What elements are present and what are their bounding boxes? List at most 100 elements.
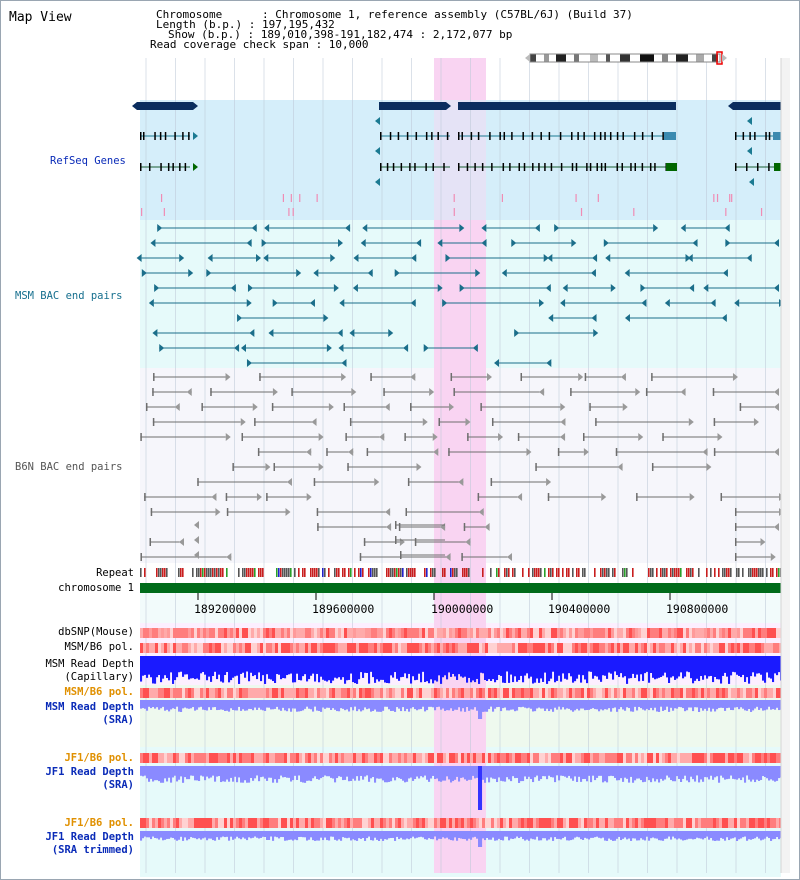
jf1-pol-strip: [608, 818, 612, 828]
track-label-chromosome[interactable]: chromosome 1: [58, 582, 134, 594]
track-label-msm-pol-2[interactable]: MSM/B6 pol.: [64, 686, 134, 698]
jf1-trimmed-depth-bar: [382, 831, 385, 841]
repeat-mark: [400, 568, 402, 577]
jf1-pol-strip: [188, 753, 192, 763]
msm-sra-depth-bar: [520, 700, 523, 708]
repeat-mark: [140, 568, 142, 577]
msm-bac-end: [241, 344, 247, 352]
jf1-sra-depth-bar: [152, 766, 155, 782]
jf1-pol-strip: [518, 818, 522, 828]
b6n-bac-end: [689, 493, 695, 501]
dbsnp-strip: [488, 628, 492, 638]
jf1-trimmed-depth-bar: [478, 831, 481, 847]
msm-pol-strip: [185, 643, 189, 653]
msm-pol-strip: [539, 643, 543, 653]
dbsnp-strip: [422, 628, 426, 638]
dbsnp-strip: [743, 628, 747, 638]
track-label-msm-bac[interactable]: MSM BAC end pairs: [15, 290, 123, 302]
msm-capillary-depth-bar: [546, 656, 549, 684]
jf1-sra-depth-bar: [634, 766, 637, 781]
jf1-sra-depth-bar: [732, 766, 735, 779]
dbsnp-strip: [659, 628, 663, 638]
jf1-pol-strip: [380, 818, 384, 828]
gene-exon: [509, 163, 511, 171]
jf1-pol-strip: [338, 753, 342, 763]
dbsnp-strip: [608, 628, 612, 638]
msm-capillary-depth-bar: [656, 656, 659, 679]
msm-bac-end: [664, 299, 670, 307]
repeat-mark: [208, 568, 210, 577]
jf1-pol-strip: [335, 753, 339, 763]
msm-sra-depth-bar: [370, 700, 373, 712]
msm-pol-strip: [524, 643, 528, 653]
jf1-sra-depth-bar: [680, 766, 683, 783]
msm-capillary-depth-bar: [692, 656, 695, 684]
chromosome-bar: [140, 583, 781, 593]
track-label-jf1-pol-2[interactable]: JF1/B6 pol.: [64, 817, 134, 829]
repeat-mark: [360, 568, 362, 577]
msm-capillary-depth-bar: [296, 656, 299, 674]
track-label-repeat[interactable]: Repeat: [96, 567, 134, 579]
msm-pol-strip: [452, 643, 456, 653]
repeat-mark: [198, 568, 200, 577]
repeat-mark: [294, 568, 296, 577]
jf1-pol-strip: [605, 753, 609, 763]
jf1-trimmed-depth-bar: [466, 831, 469, 841]
gene-exon: [749, 132, 751, 140]
jf1-sra-depth-bar: [716, 766, 719, 777]
b6n-bac-end: [285, 508, 291, 516]
jf1-sra-depth-bar: [614, 766, 617, 778]
jf1-pol-strip: [443, 818, 447, 828]
jf1-trimmed-depth-bar: [548, 831, 551, 840]
track-label-msm-depth-sra[interactable]: MSM Read Depth: [45, 701, 134, 713]
track-label-jf1-depth-sra[interactable]: JF1 Read Depth: [45, 766, 134, 778]
msm-capillary-depth-bar: [624, 656, 627, 677]
track-label-jf1-pol-1[interactable]: JF1/B6 pol.: [64, 752, 134, 764]
jf1-sra-depth-bar: [656, 766, 659, 780]
msm-capillary-depth-bar: [730, 656, 733, 676]
msm-pol-strip: [266, 688, 270, 698]
jf1-trimmed-depth-bar: [544, 831, 547, 839]
msm-pol-strip: [146, 643, 150, 653]
jf1-pol-strip: [416, 753, 420, 763]
msm-bac-end: [475, 269, 481, 277]
msm-sra-depth-bar: [300, 700, 303, 712]
b6n-bac-end: [370, 373, 372, 381]
b6n-bac-end: [432, 433, 438, 441]
msm-pol-strip: [749, 643, 753, 653]
track-label-msm-depth-cap[interactable]: MSM Read Depth: [45, 658, 134, 670]
msm-pol-strip: [578, 688, 582, 698]
gene-exon: [474, 163, 476, 171]
jf1-pol-strip: [719, 753, 723, 763]
jf1-trimmed-depth-bar: [210, 831, 213, 839]
jf1-pol-strip: [530, 753, 534, 763]
repeat-mark: [314, 568, 316, 577]
jf1-pol-strip: [455, 818, 459, 828]
b6n-bac-end: [484, 523, 490, 531]
jf1-pol-strip: [653, 753, 657, 763]
track-label-jf1-depth-trim[interactable]: JF1 Read Depth: [45, 831, 134, 843]
msm-bac-end: [136, 254, 142, 262]
track-label-refseq[interactable]: RefSeq Genes: [50, 155, 126, 167]
b6n-bac-end: [486, 373, 492, 381]
track-label-dbsnp[interactable]: dbSNP(Mouse): [58, 626, 134, 638]
msm-bac-end: [472, 344, 478, 352]
track-label-msm-pol-1[interactable]: MSM/B6 pol.: [64, 641, 134, 653]
jf1-trimmed-depth-bar: [738, 831, 741, 840]
msm-capillary-depth-bar: [300, 656, 303, 681]
track-label-b6n-bac[interactable]: B6N BAC end pairs: [15, 461, 123, 473]
gene-arrow: [375, 117, 380, 125]
msm-pol-strip: [506, 643, 510, 653]
msm-capillary-depth-bar: [234, 656, 237, 677]
dbsnp-strip: [479, 628, 483, 638]
jf1-trimmed-depth-bar: [142, 831, 145, 839]
msm-pol-strip: [338, 643, 342, 653]
msm-capillary-depth-bar: [636, 656, 639, 675]
repeat-mark: [450, 568, 452, 577]
b6n-bac-end: [384, 403, 390, 411]
msm-sra-depth-bar: [156, 700, 159, 708]
msm-capillary-depth-bar: [386, 656, 389, 684]
msm-pol-strip: [713, 643, 717, 653]
msm-pol-strip: [299, 643, 303, 653]
